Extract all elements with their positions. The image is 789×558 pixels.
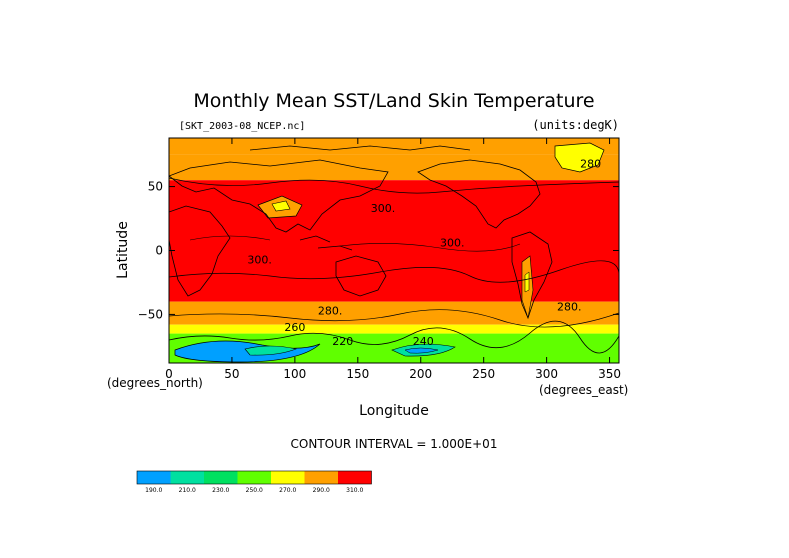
outline-north-america (417, 159, 541, 229)
colorbar-tick-4: 270.0 (279, 487, 296, 494)
colorbar-swatch-5 (304, 471, 338, 484)
temperature-bands (169, 138, 619, 363)
x-tick-label-3: 150 (346, 367, 369, 381)
colorbar-tick-2: 230.0 (212, 487, 229, 494)
contour-label-8: 240 (413, 335, 434, 348)
colorbar-swatch-0 (137, 471, 171, 484)
contour-line-300-south (169, 260, 619, 283)
greenland-cold-region (554, 142, 605, 173)
outline-eurasia (169, 159, 389, 233)
x-tick-label-6: 300 (535, 367, 558, 381)
antarctic-cold-east-core (404, 347, 439, 354)
colorbar-frame (136, 470, 372, 485)
outline-south-america (511, 231, 553, 320)
contour-line-inner-2 (189, 235, 271, 241)
plot-area: 300. 300. 300. 280. 280. 280 260 220 240 (169, 138, 619, 363)
temperature-band-4 (169, 324, 619, 334)
x-tick-label-7: 350 (598, 367, 621, 381)
contour-label-1: 300. (440, 237, 465, 250)
tibet-core-region (271, 200, 291, 212)
y-axis-label: Latitude (115, 221, 131, 279)
y-axis-unit: (degrees_north) (107, 376, 203, 390)
contour-label-5: 280 (580, 157, 601, 170)
file-label: [SKT_2003-08_NCEP.nc] (179, 121, 305, 132)
x-axis-unit: (degrees_east) (539, 383, 628, 397)
colorbar-tick-1: 210.0 (179, 487, 196, 494)
colorbar-swatch-4 (271, 471, 305, 484)
colorbar-tick-0: 190.0 (145, 487, 162, 494)
temperature-band-3 (169, 301, 619, 325)
colorbar-swatch-2 (204, 471, 238, 484)
contour-line-inner-1 (339, 243, 521, 252)
contour-line-280-south (169, 309, 619, 328)
colorbar-tick-5: 290.0 (313, 487, 330, 494)
x-tick-label-2: 100 (283, 367, 306, 381)
y-tick-label-2: −50 (138, 307, 163, 321)
y-axis: 50 0 −50 (138, 180, 619, 321)
contour-label-6: 260 (284, 321, 305, 334)
field-features (169, 142, 619, 363)
contour-label-7: 220 (332, 335, 353, 348)
colorbar-swatch-6 (338, 471, 372, 484)
andes-core (524, 271, 530, 293)
temperature-band-2 (169, 180, 619, 302)
temperature-band-0 (169, 138, 619, 155)
x-tick-label-1: 50 (224, 367, 239, 381)
antarctic-cold-center (244, 345, 298, 356)
y-tick-label-1: 0 (155, 244, 163, 258)
y-tick-label-0: 50 (148, 180, 163, 194)
outline-indonesia (299, 235, 353, 251)
outline-arctic-coast (249, 145, 471, 151)
temperature-band-1 (169, 154, 619, 181)
outline-africa (169, 205, 231, 297)
contour-label-3: 280. (318, 304, 343, 317)
colorbar-swatch-1 (170, 471, 204, 484)
x-tick-label-5: 250 (472, 367, 495, 381)
x-tick-label-4: 200 (409, 367, 432, 381)
contour-labels: 300. 300. 300. 280. 280. 280 260 220 240 (247, 157, 601, 348)
antarctic-coastline (169, 320, 619, 354)
x-axis: 0 50 100 150 200 250 300 350 (165, 138, 621, 381)
contour-label-4: 280. (557, 301, 582, 314)
chart-title: Monthly Mean SST/Land Skin Temperature (193, 90, 594, 112)
x-axis-label: Longitude (359, 403, 429, 419)
colorbar: 190.0 210.0 230.0 250.0 270.0 290.0 310.0 (136, 470, 372, 494)
units-label: (units:degK) (532, 118, 619, 132)
contour-label-0: 300. (371, 202, 396, 215)
colorbar-tick-3: 250.0 (246, 487, 263, 494)
colorbar-tick-6: 310.0 (346, 487, 363, 494)
contour-interval-text: CONTOUR INTERVAL = 1.000E+01 (291, 437, 498, 451)
contour-label-2: 300. (247, 253, 272, 266)
x-tick-label-0: 0 (165, 367, 173, 381)
colorbar-swatch-3 (237, 471, 271, 484)
outline-australia (335, 255, 387, 297)
contour-line-300-north (169, 177, 619, 194)
